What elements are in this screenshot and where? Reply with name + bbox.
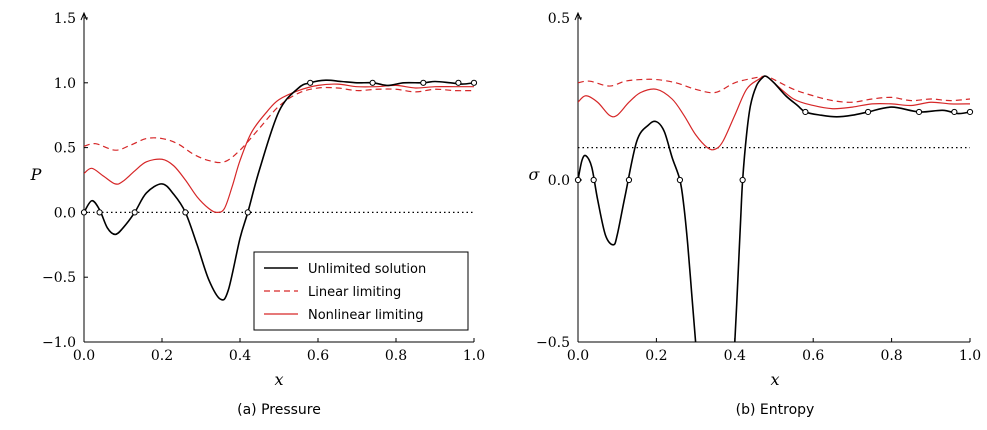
x-tick-label: 0.6 (307, 348, 329, 364)
series-line-linear-limiting (84, 86, 474, 164)
xlabel: x (770, 370, 779, 389)
y-tick-label: 1.5 (54, 11, 76, 27)
y-tick-label: 0.5 (548, 11, 570, 27)
node-marker (625, 176, 633, 184)
node-marker (182, 209, 189, 216)
x-tick-label: 0.2 (645, 348, 667, 364)
xlabel: x (274, 370, 283, 389)
x-tick-label: 0.8 (880, 348, 902, 364)
node-marker (739, 176, 746, 184)
y-tick-label: −1.0 (42, 335, 76, 351)
node-marker (915, 108, 923, 116)
series-line-unlimited-solution (84, 79, 474, 301)
pressure-chart: P x (a) Pressure 0.0 0.2 0.4 0.6 0.8 1.0 −1.0 −… (30, 11, 486, 418)
node-marker (96, 209, 103, 216)
node-marker (80, 209, 88, 216)
legend-label-linear: Linear limiting (308, 285, 401, 300)
y-tick-label: 0.0 (54, 205, 76, 221)
node-marker (420, 79, 427, 86)
node-marker (966, 108, 974, 116)
series-line-unlimited-solution (578, 120, 697, 342)
x-tick-label: 0.2 (151, 348, 173, 364)
caption: (a) Pressure (237, 402, 321, 418)
node-marker (307, 79, 314, 86)
y-tick-label: 0.5 (54, 141, 76, 157)
x-tick-label: 0.6 (802, 348, 824, 364)
x-tick-label: 0.0 (73, 348, 95, 364)
node-marker (590, 176, 597, 184)
legend-label-unlimited: Unlimited solution (308, 262, 426, 277)
series-line-unlimited-solution (734, 75, 970, 342)
entropy-chart: σ x (b) Entropy 0.0 0.2 0.4 0.6 0.8 1.0−0.50.… (529, 11, 982, 418)
node-marker (455, 79, 462, 86)
node-marker (369, 79, 376, 86)
node-marker (470, 79, 478, 86)
x-tick-label: 0.4 (724, 348, 746, 364)
x-tick-label: 0.4 (229, 348, 251, 364)
node-marker (131, 209, 138, 216)
y-tick-label: 0.0 (548, 173, 570, 189)
node-marker (864, 108, 872, 116)
ylabel: P (30, 165, 42, 184)
legend-label-nonlinear: Nonlinear limiting (308, 308, 424, 323)
node-marker (244, 209, 251, 216)
x-tick-label: 0.0 (567, 348, 589, 364)
x-tick-label: 1.0 (959, 348, 981, 364)
series-line-linear-limiting (578, 75, 970, 103)
y-tick-label: −0.5 (42, 270, 76, 286)
node-marker (574, 176, 582, 184)
y-tick-label: −0.5 (536, 335, 570, 351)
node-marker (951, 108, 958, 116)
series-line-nonlinear-limiting (84, 83, 474, 214)
series-line-nonlinear-limiting (578, 75, 970, 151)
ylabel: σ (529, 165, 541, 184)
node-marker (676, 176, 684, 184)
caption: (b) Entropy (736, 402, 815, 418)
node-marker (802, 108, 809, 116)
y-tick-label: 1.0 (54, 76, 76, 92)
x-tick-label: 0.8 (385, 348, 407, 364)
legend: Unlimited solution Linear limiting Nonli… (253, 251, 469, 331)
x-tick-label: 1.0 (463, 348, 485, 364)
